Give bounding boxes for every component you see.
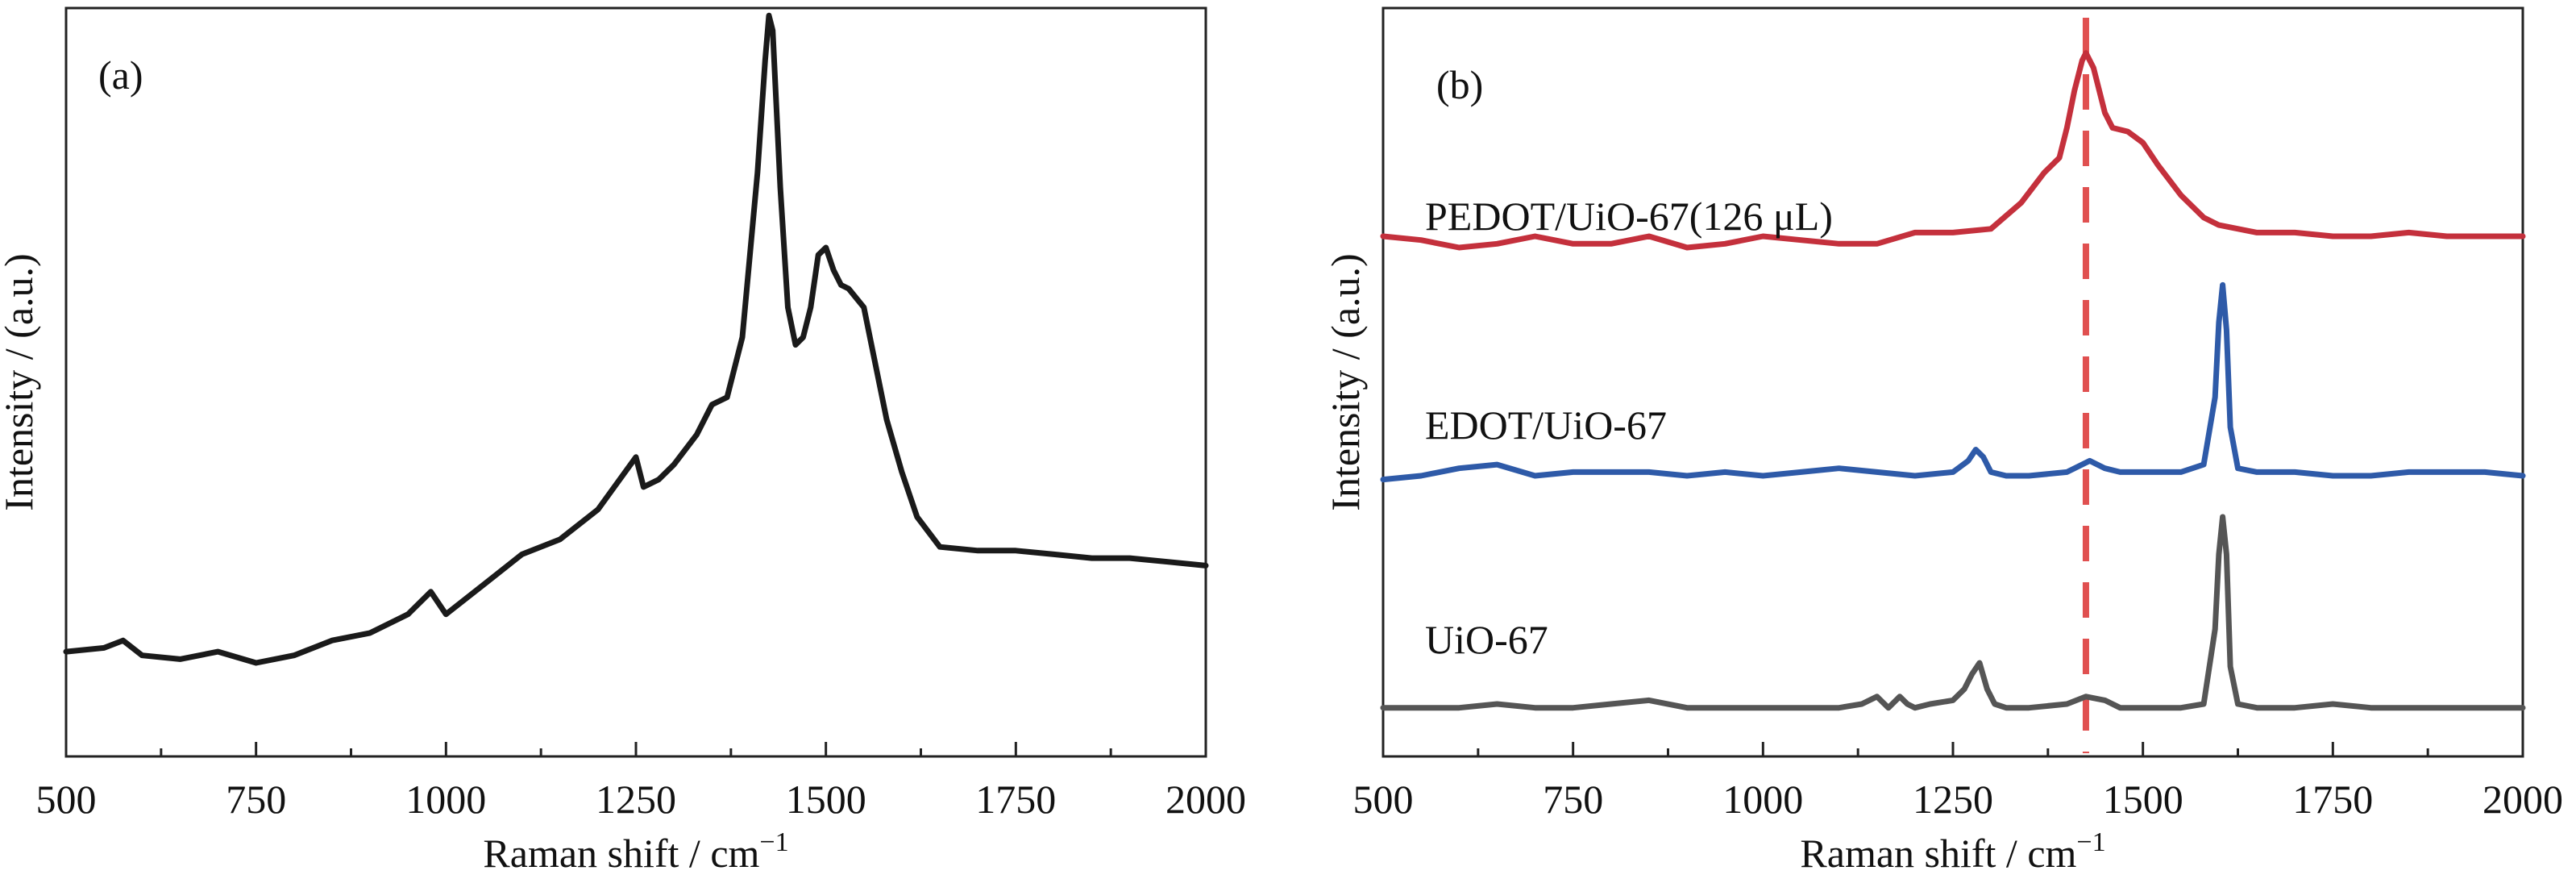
panel-a-x-axis-label: Raman shift / cm−1: [483, 827, 788, 876]
panel-b-tick-label: 1500: [2103, 777, 2183, 822]
panel-b-series-line-2: [1380, 514, 2526, 711]
panel-b-tick-label: 500: [1353, 777, 1414, 822]
series-label-edot-uio67: EDOT/UiO-67: [1425, 402, 1667, 448]
panel-b-tick-label: 2000: [2483, 777, 2563, 822]
panel-b-tick-label: 1750: [2292, 777, 2373, 822]
panel-b-series-group: [1380, 50, 2526, 711]
panel-a-tick-label: 1500: [786, 777, 866, 822]
panel-a: (a) 500 750 1000 1250 1500 1750 2000 Ram…: [0, 6, 1247, 876]
panel-b-x-axis-label: Raman shift / cm−1: [1800, 827, 2105, 876]
panel-b-series-line-0: [1380, 50, 2526, 251]
panel-b-x-ticks: [1381, 742, 2524, 756]
panel-b-label: (b): [1436, 62, 1483, 107]
panel-b-plot-frame: [1381, 6, 2524, 758]
panel-b-y-axis-label: Intensity / (a.u.): [1323, 253, 1368, 510]
panel-a-plot-frame: [64, 6, 1207, 758]
panel-a-tick-label: 1750: [975, 777, 1056, 822]
panel-a-tick-label: 750: [226, 777, 286, 822]
panel-b-tick-label: 750: [1543, 777, 1603, 822]
series-label-pedot-uio67: PEDOT/UiO-67(126 μL): [1425, 194, 1833, 239]
panel-b: (b) 500 750 1000 1250 1500 1750 2000 Ram…: [1323, 6, 2564, 876]
panel-a-label: (a): [98, 52, 143, 98]
panel-a-x-tick-labels: 500 750 1000 1250 1500 1750 2000: [36, 777, 1247, 822]
panel-a-y-axis-label: Intensity / (a.u.): [0, 253, 41, 510]
panel-a-tick-label: 2000: [1165, 777, 1246, 822]
panel-b-series-line-1: [1380, 281, 2526, 483]
panel-a-x-ticks: [64, 742, 1207, 756]
panel-a-tick-label: 1250: [596, 777, 676, 822]
panel-a-series-group: [63, 12, 1209, 666]
panel-a-tick-label: 500: [36, 777, 97, 822]
panel-b-tick-label: 1000: [1722, 777, 1803, 822]
panel-a-series-line-0: [63, 12, 1209, 666]
panel-a-tick-label: 1000: [405, 777, 486, 822]
panel-b-tick-label: 1250: [1913, 777, 1993, 822]
series-label-uio67: UiO-67: [1425, 617, 1548, 662]
panel-b-x-tick-labels: 500 750 1000 1250 1500 1750 2000: [1353, 777, 2564, 822]
